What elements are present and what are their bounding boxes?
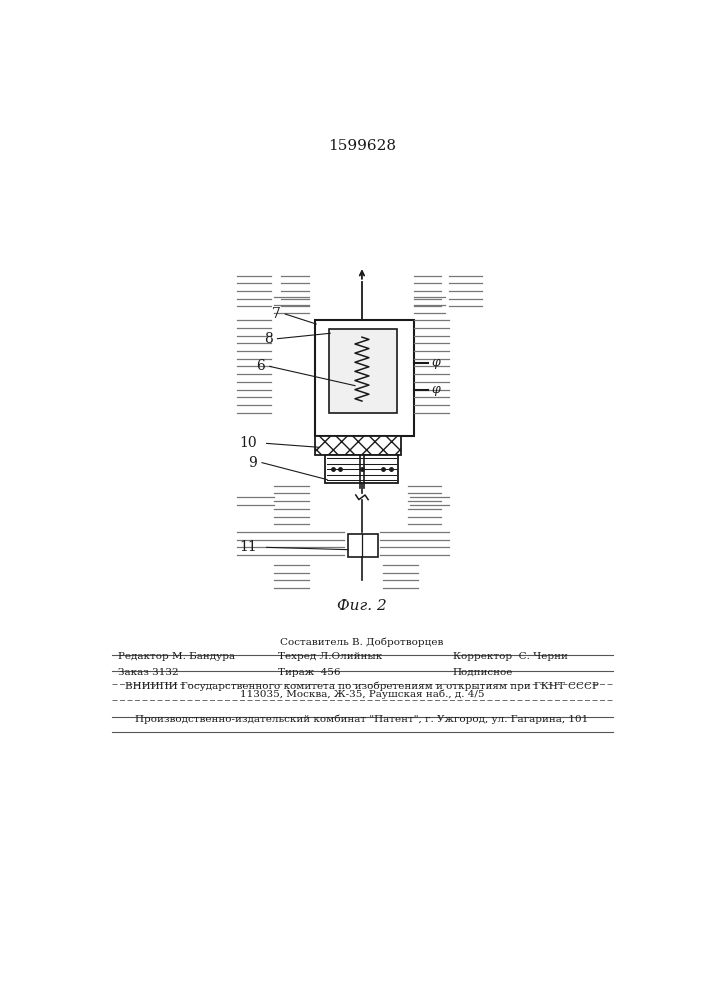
Text: 11: 11 — [240, 540, 257, 554]
Text: Тираж  456: Тираж 456 — [279, 668, 341, 677]
Text: Заказ 3132: Заказ 3132 — [118, 668, 178, 677]
Text: 7: 7 — [271, 307, 281, 321]
Text: Составитель В. Добротворцев: Составитель В. Добротворцев — [280, 638, 443, 647]
Text: Корректор  С. Черни: Корректор С. Черни — [452, 652, 568, 661]
Text: φ: φ — [431, 383, 440, 396]
Text: 1599628: 1599628 — [328, 139, 396, 153]
Bar — [325, 455, 398, 483]
Text: 10: 10 — [240, 436, 257, 450]
Text: ВНИИПИ Государственного комитета по изобретениям и открытиям при ГКНТ СССР: ВНИИПИ Государственного комитета по изоб… — [125, 682, 599, 691]
Text: 113035, Москва, Ж-35, Раушская наб., д. 4/5: 113035, Москва, Ж-35, Раушская наб., д. … — [240, 690, 484, 699]
Text: Производственно-издательский комбинат "Патент", г. Ужгород, ул. Гагарина, 101: Производственно-издательский комбинат "П… — [135, 715, 588, 724]
Text: 8: 8 — [264, 332, 273, 346]
Text: Техред Л.Олийнык: Техред Л.Олийнык — [279, 652, 382, 661]
Bar — [315, 436, 401, 455]
Text: Фиг. 2: Фиг. 2 — [337, 599, 387, 613]
Text: 9: 9 — [249, 456, 257, 470]
Text: 6: 6 — [257, 359, 265, 373]
Text: φ: φ — [431, 356, 440, 369]
Bar — [329, 329, 397, 413]
Bar — [348, 534, 378, 557]
Bar — [315, 320, 414, 436]
Text: Подписное: Подписное — [452, 668, 513, 677]
Text: Редактор М. Бандура: Редактор М. Бандура — [118, 652, 235, 661]
